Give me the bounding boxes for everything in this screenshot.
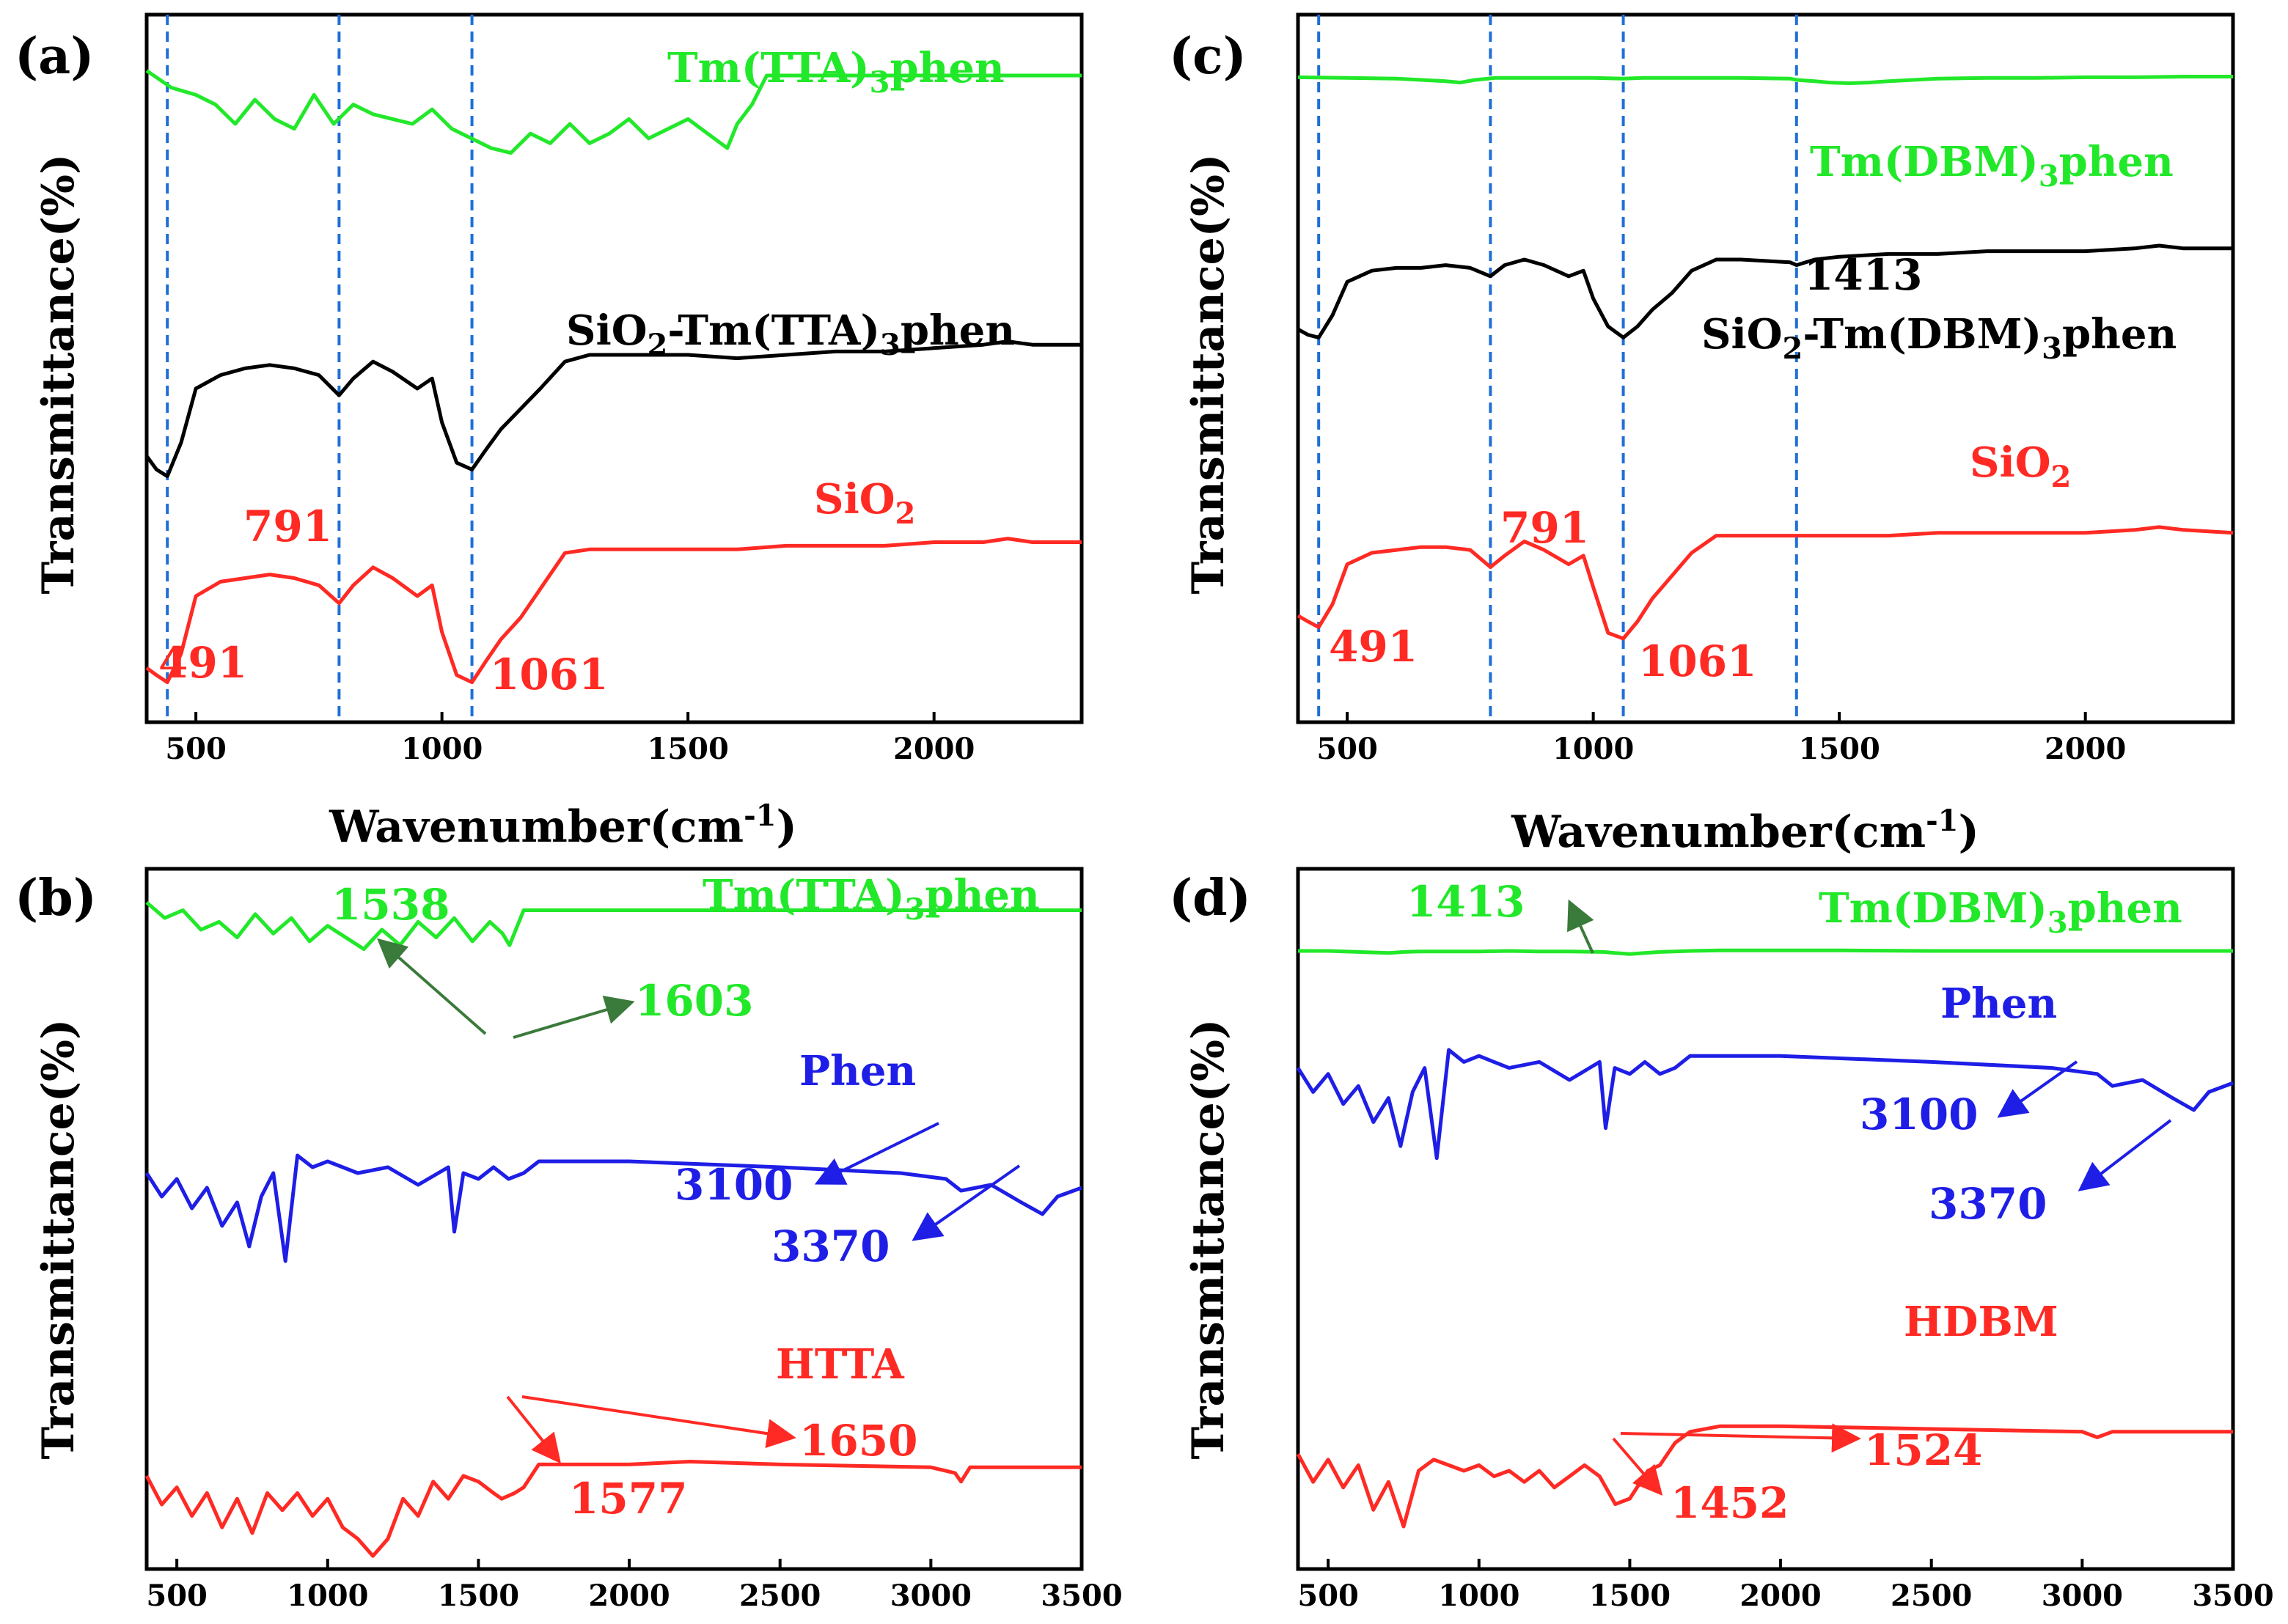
panel-d-arrow-3370 (2078, 1119, 2172, 1191)
panel-d-x-tick-label-1500: 1500 (1589, 1579, 1671, 1613)
panel-b-peak-1577: 1577 (569, 1474, 687, 1524)
panel-d-y-axis-title: Transmittance(%) (1183, 1019, 1234, 1460)
panel-d-peak-1524: 1524 (1864, 1425, 1982, 1475)
panel-d-x-tick-label-3000: 3000 (2042, 1579, 2123, 1613)
panel-a-x-tick-label-1000: 1000 (401, 732, 483, 766)
panel-a-series-tm-tta-3phen (145, 69, 1082, 155)
panel-b: (b) Transmittance(%) 500 1000 1500 2000 2500… (15, 867, 1123, 1613)
panel-a-peak-491: 491 (158, 638, 247, 688)
panel-b-x-tick-label-2000: 2000 (588, 1579, 670, 1613)
panel-c-x-tick-label-1000: 1000 (1552, 732, 1634, 766)
panel-a: (a) Transmittance(%) 500 1000 1500 2000 Tm(… (15, 12, 1084, 853)
panel-a-label: (a) (15, 27, 94, 86)
panel-c-x-tick-label-500: 500 (1316, 732, 1378, 766)
panel-b-x-tick-label-1000: 1000 (287, 1579, 368, 1613)
panel-b-x-tick-label-500: 500 (146, 1579, 208, 1613)
panel-d-arrow-1524 (1620, 1423, 1861, 1453)
panel-d: (d) Transmittance(%) 500 1000 1500 2000 2500… (1169, 867, 2274, 1613)
panel-b-peak-3100: 3100 (675, 1160, 793, 1210)
panel-b-series-phen (144, 1153, 1082, 1263)
panel-c-series-tm-dbm-3phen (1297, 75, 2233, 85)
panel-b-x-tick-label-3000: 3000 (890, 1579, 972, 1613)
panel-c-label-sio2-tm-dbm-phen: SiO2-Tm(DBM)3phen (1701, 310, 2177, 366)
panel-a-x-tick-label-1500: 1500 (647, 732, 728, 766)
panel-a-series-sio2-tm-tta-3phen (144, 339, 1082, 479)
panel-a-x-tick-label-2000: 2000 (893, 732, 975, 766)
panel-c-series-sio2-tm-dbm-3phen (1297, 243, 2233, 339)
panel-d-x-tick-label-500: 500 (1297, 1579, 1359, 1613)
panel-a-x-axis-title: Wavenumber(cm-1) (329, 798, 797, 853)
panel-c-plot-frame (1296, 12, 2235, 724)
panel-c-x-axis-title: Wavenumber(cm-1) (1511, 804, 1979, 858)
panel-b-label-tm-tta-phen: Tm(TTA)3phen (703, 871, 1040, 927)
panel-d-peak-3370: 3370 (1929, 1179, 2047, 1229)
panel-b-label-phen: Phen (799, 1047, 916, 1095)
panel-b-arrow-1577 (506, 1395, 561, 1464)
panel-d-x-tick-label-3500: 3500 (2192, 1579, 2273, 1613)
panel-d-arrow-1413 (1567, 899, 1594, 954)
panel-a-peak-1061: 1061 (490, 650, 608, 699)
panel-b-x-tick-label-1500: 1500 (438, 1579, 519, 1613)
panel-b-series-tm-tta-3phen (145, 901, 1082, 951)
panel-b-arrow-1650 (521, 1395, 796, 1449)
panel-b-y-axis-title: Transmittance(%) (33, 1019, 84, 1460)
panel-d-plot-frame (1296, 867, 2235, 1571)
panel-d-series-hdbm (1296, 1424, 2233, 1529)
panel-d-arrow-3100 (1997, 1060, 2078, 1118)
panel-a-label-sio2-tm-tta-phen: SiO2-Tm(TTA)3phen (566, 306, 1015, 362)
panel-a-y-axis-title: Transmittance(%) (33, 154, 84, 595)
panel-b-series-htta (144, 1460, 1082, 1558)
panel-b-plot-frame (144, 867, 1084, 1571)
panel-d-label-tm-dbm-phen: Tm(DBM)3phen (1819, 884, 2182, 940)
panel-a-label-sio2: SiO2 (814, 475, 915, 531)
panel-c-peak-1061: 1061 (1638, 636, 1756, 686)
panel-c-peak-1413: 1413 (1804, 250, 1922, 300)
panel-d-peak-3100: 3100 (1860, 1090, 1978, 1139)
panel-d-arrow-1452 (1612, 1437, 1663, 1496)
panel-a-label-tm-tta-phen: Tm(TTA)3phen (667, 44, 1005, 100)
panel-b-peak-1650: 1650 (799, 1416, 917, 1466)
panel-c-x-tick-label-1500: 1500 (1798, 732, 1880, 766)
panel-d-series-tm-dbm-3phen (1298, 948, 2233, 956)
panel-b-x-tick-label-3500: 3500 (1041, 1579, 1122, 1613)
panel-b-peak-3370: 3370 (771, 1221, 890, 1271)
panel-a-peak-791: 791 (243, 501, 332, 551)
panel-c-label: (c) (1169, 27, 1247, 86)
panel-d-label: (d) (1169, 869, 1251, 927)
panel-a-x-tick-label-500: 500 (165, 732, 227, 766)
panel-d-peak-1413: 1413 (1407, 877, 1525, 927)
panel-a-plot-frame (144, 12, 1084, 724)
panel-a-series-sio2 (145, 537, 1082, 685)
panel-b-label: (b) (15, 869, 97, 927)
panel-d-x-tick-label-1000: 1000 (1438, 1579, 1519, 1613)
panel-c-y-axis-title: Transmittance(%) (1183, 154, 1234, 595)
panel-c-label-tm-dbm-phen: Tm(DBM)3phen (1810, 138, 2174, 194)
panel-b-peak-1603: 1603 (635, 976, 753, 1026)
panel-d-label-hdbm: HDBM (1904, 1298, 2058, 1346)
panel-c-series-sio2 (1297, 525, 2234, 641)
panel-d-series-phen (1296, 1048, 2234, 1161)
panel-d-x-tick-label-2500: 2500 (1891, 1579, 1972, 1613)
panel-b-arrow-3100 (814, 1122, 939, 1185)
panel-b-arrow-3370 (912, 1164, 1021, 1241)
panel-c-label-sio2: SiO2 (1970, 438, 2071, 494)
panel-d-x-tick-label-2000: 2000 (1739, 1579, 1821, 1613)
panel-b-x-tick-label-2500: 2500 (739, 1579, 821, 1613)
panel-d-peak-1452: 1452 (1671, 1478, 1789, 1528)
panel-b-arrow-1603 (513, 995, 635, 1039)
panel-b-label-htta: HTTA (776, 1340, 905, 1389)
panel-d-label-phen: Phen (1940, 980, 2057, 1028)
panel-b-peak-1538: 1538 (331, 880, 450, 930)
panel-c-x-tick-label-2000: 2000 (2045, 732, 2126, 766)
panel-c-peak-491: 491 (1329, 622, 1418, 672)
panel-b-arrow-1538 (376, 938, 487, 1035)
panel-c: (c) Transmittance(%) 500 1000 1500 2000 Tm(… (1169, 12, 2235, 858)
panel-c-peak-791: 791 (1500, 503, 1589, 553)
